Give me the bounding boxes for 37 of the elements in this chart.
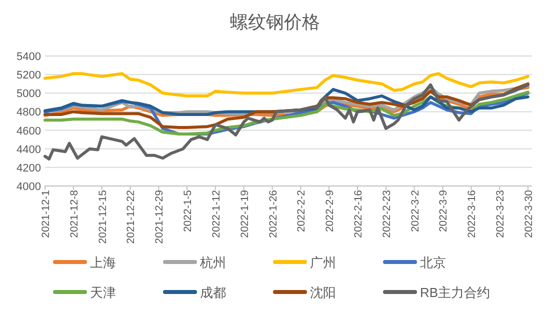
y-tick-label: 5400 <box>16 51 41 63</box>
legend-label: RB主力合约 <box>420 285 490 300</box>
x-tick-label: 2022-3-30 <box>522 190 535 238</box>
x-tick-label: 2021-12-8 <box>68 190 80 238</box>
legend-label: 北京 <box>420 255 446 270</box>
y-tick-label: 5200 <box>16 70 41 82</box>
y-tick-label: 4400 <box>16 144 41 156</box>
line-series <box>44 83 530 161</box>
y-tick-label: 4200 <box>16 162 41 174</box>
x-tick-label: 2022-3-9 <box>438 190 450 232</box>
legend-label: 广州 <box>310 255 336 270</box>
y-tick-label: 5000 <box>16 88 41 100</box>
x-tick-label: 2022-2-2 <box>296 190 308 232</box>
y-tick-label: 4800 <box>16 106 41 119</box>
chart-title: 螺纹钢价格 <box>230 12 320 32</box>
legend-label: 沈阳 <box>310 285 336 300</box>
x-tick-label: 2022-1-12 <box>210 190 222 238</box>
x-tick-label: 2021-12-22 <box>125 190 138 244</box>
x-tick-label: 2022-1-26 <box>267 190 280 238</box>
x-tick-label: 2021-12-29 <box>154 190 166 244</box>
x-tick-label: 2022-1-19 <box>238 190 251 238</box>
x-tick-label: 2022-3-23 <box>494 190 507 238</box>
line-series <box>44 72 530 98</box>
y-tick-label: 4000 <box>16 181 41 193</box>
x-tick-label: 2022-1-5 <box>182 190 194 232</box>
legend-label: 上海 <box>90 255 116 270</box>
x-tick-label: 2022-3-16 <box>466 190 478 238</box>
x-tick-label: 2022-3-2 <box>409 190 422 232</box>
legend-label: 天津 <box>90 285 116 300</box>
x-tick-label: 2022-2-9 <box>324 190 336 232</box>
legend-label: 杭州 <box>199 255 226 270</box>
x-tick-label: 2022-2-16 <box>352 190 364 238</box>
x-tick-label: 2022-2-23 <box>380 190 393 238</box>
x-tick-label: 2021-12-1 <box>40 190 52 238</box>
y-tick-label: 4600 <box>16 125 41 138</box>
legend-label: 成都 <box>200 285 226 300</box>
x-tick-label: 2021-12-15 <box>96 190 109 244</box>
